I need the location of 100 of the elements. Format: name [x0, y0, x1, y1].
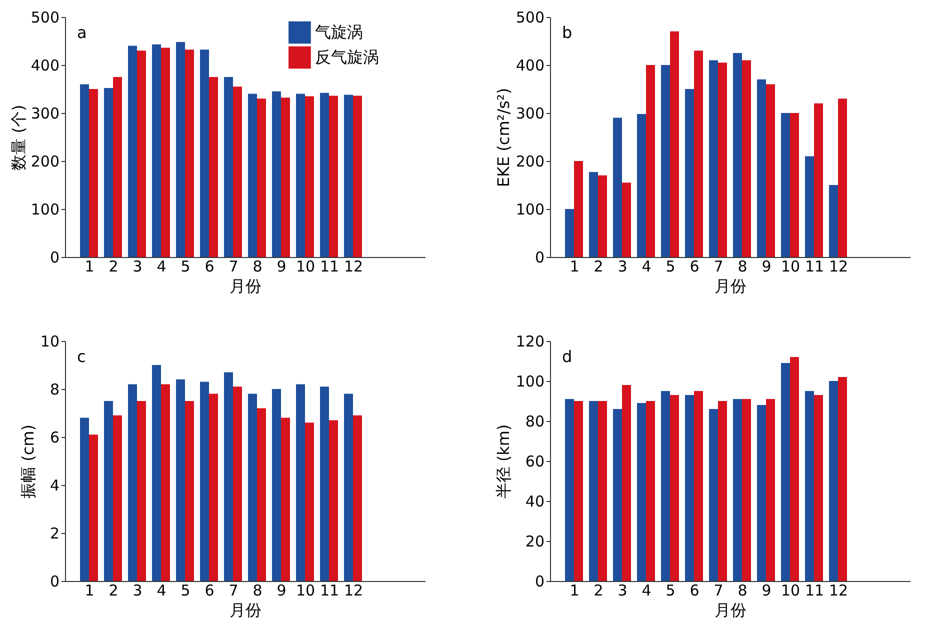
x-tick-label: 6: [690, 582, 700, 600]
bar: [766, 399, 775, 581]
bar: [128, 384, 137, 581]
annotation: a: [77, 23, 87, 42]
bar: [137, 50, 146, 257]
x-tick-label: 1: [570, 258, 580, 276]
y-tick-label: 0: [534, 572, 544, 590]
bar: [838, 98, 847, 257]
bar: [661, 391, 670, 581]
bar: [757, 405, 766, 581]
x-axis-title: 月份: [230, 600, 262, 620]
y-tick-label: 20: [525, 532, 544, 550]
bar: [80, 418, 89, 581]
bar: [128, 46, 137, 257]
y-tick-label: 8: [50, 380, 60, 398]
annotation: c: [77, 347, 86, 366]
bar: [353, 96, 362, 257]
x-tick-label: 8: [738, 258, 748, 276]
x-tick-label: 2: [594, 582, 604, 600]
bar: [574, 401, 583, 581]
x-tick-label: 4: [156, 258, 166, 276]
bar: [670, 395, 679, 581]
bar: [589, 401, 598, 581]
bar: [598, 175, 607, 257]
x-tick-label: 8: [738, 582, 748, 600]
y-axis-title: 数量 (个): [8, 104, 28, 170]
bar: [781, 363, 790, 581]
bar: [329, 420, 338, 581]
bar: [574, 161, 583, 257]
bar: [622, 182, 631, 257]
bar: [344, 94, 353, 257]
bar: [589, 172, 598, 257]
bar: [709, 60, 718, 257]
y-tick-label: 120: [516, 332, 544, 350]
bar: [685, 395, 694, 581]
bar: [80, 84, 89, 257]
bar: [718, 401, 727, 581]
bar: [320, 92, 329, 257]
y-tick-label: 200: [516, 152, 544, 170]
bar: [209, 394, 218, 581]
bar: [209, 77, 218, 257]
bar: [661, 65, 670, 257]
x-tick-label: 10: [780, 582, 800, 600]
legend-label: 反气旋涡: [315, 48, 380, 66]
bar: [814, 395, 823, 581]
x-tick-label: 8: [252, 258, 262, 276]
bar: [248, 394, 257, 581]
x-tick-label: 4: [642, 258, 652, 276]
bar: [296, 94, 305, 257]
bar: [272, 389, 281, 581]
bar: [176, 42, 185, 257]
y-tick-label: 4: [50, 476, 60, 494]
x-tick-label: 4: [156, 582, 166, 600]
bar: [829, 185, 838, 257]
bar: [829, 381, 838, 581]
bar: [670, 31, 679, 257]
bar: [185, 401, 194, 581]
y-tick-label: 80: [525, 412, 544, 430]
bar: [113, 77, 122, 257]
bar: [152, 365, 161, 581]
bar: [742, 399, 751, 581]
bar: [248, 94, 257, 257]
bar: [733, 399, 742, 581]
bar: [694, 50, 703, 257]
x-tick-label: 11: [320, 582, 340, 600]
bar: [233, 386, 242, 581]
x-tick-label: 3: [132, 258, 142, 276]
bar: [685, 89, 694, 257]
y-tick-label: 400: [30, 56, 60, 74]
bar: [281, 98, 290, 257]
bar: [622, 385, 631, 581]
x-tick-label: 1: [84, 258, 94, 276]
bar: [694, 391, 703, 581]
y-axis-title: EKE (cm²/s²): [494, 88, 513, 188]
x-tick-label: 7: [228, 258, 238, 276]
bar: [709, 409, 718, 581]
bar: [200, 382, 209, 581]
bar: [89, 434, 98, 581]
y-tick-label: 40: [525, 492, 544, 510]
x-tick-label: 5: [180, 582, 190, 600]
bar: [805, 156, 814, 257]
bar: [161, 384, 170, 581]
x-tick-label: 12: [828, 258, 848, 276]
y-tick-label: 400: [516, 56, 544, 74]
annotation: b: [562, 23, 572, 42]
x-tick-label: 7: [228, 582, 238, 600]
x-tick-label: 11: [804, 258, 824, 276]
bar: [137, 401, 146, 581]
x-tick-label: 5: [666, 258, 676, 276]
bar: [104, 88, 113, 257]
x-tick-label: 2: [108, 582, 118, 600]
y-tick-label: 500: [516, 8, 544, 26]
bar: [185, 50, 194, 257]
bar: [89, 89, 98, 257]
x-tick-label: 8: [252, 582, 262, 600]
bar: [233, 86, 242, 257]
bar: [224, 77, 233, 257]
x-tick-label: 6: [204, 258, 214, 276]
bar: [757, 79, 766, 257]
x-axis-title: 月份: [714, 600, 746, 620]
